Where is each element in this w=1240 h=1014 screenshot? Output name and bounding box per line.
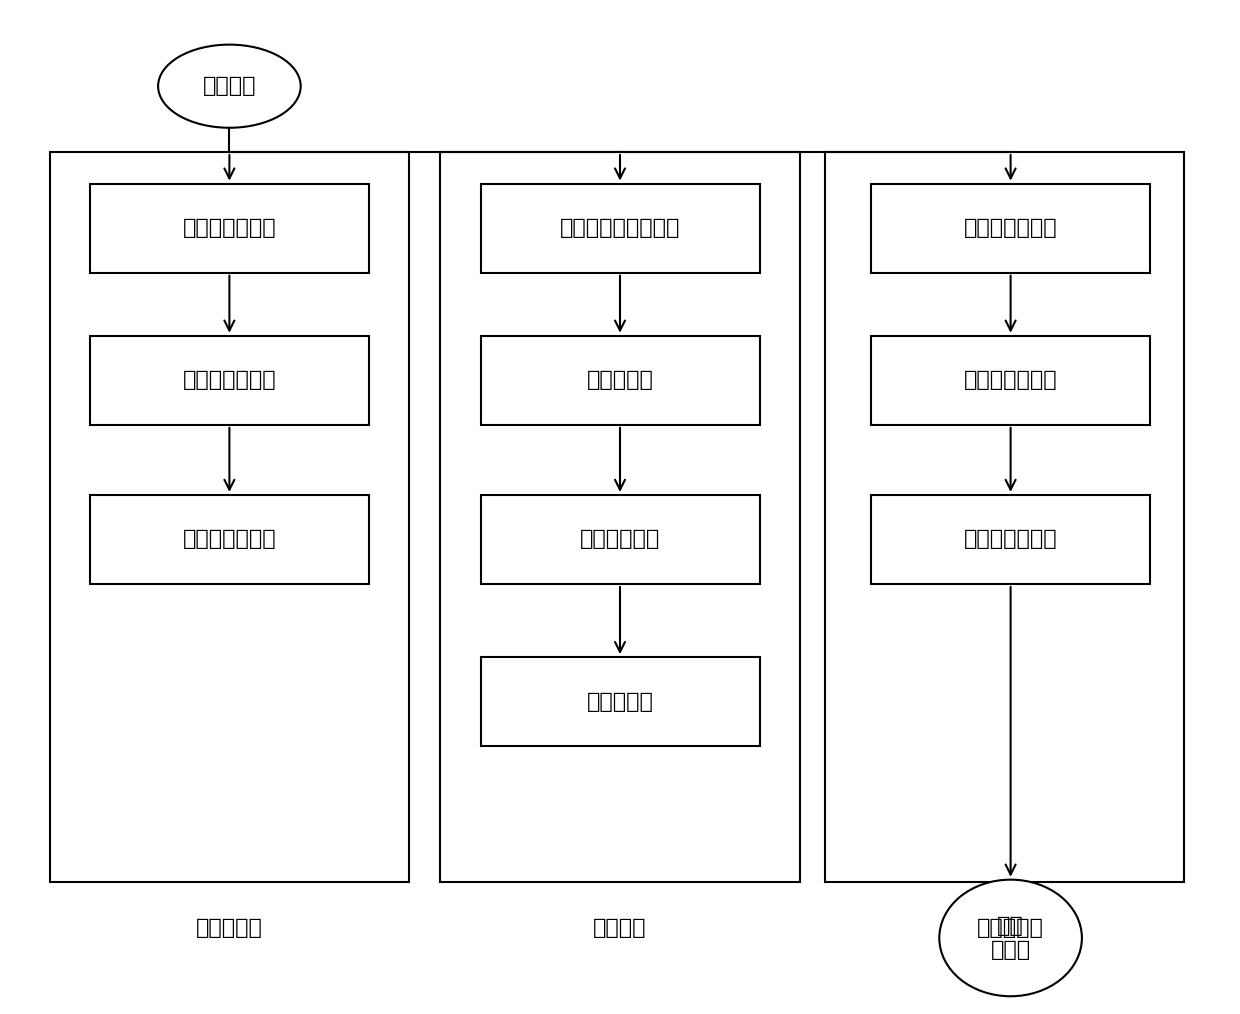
FancyBboxPatch shape (870, 495, 1149, 584)
FancyBboxPatch shape (50, 152, 409, 882)
Text: 计算文本情感值: 计算文本情感值 (963, 529, 1058, 550)
Text: 情感值计算: 情感值计算 (977, 918, 1044, 938)
FancyBboxPatch shape (481, 495, 759, 584)
Ellipse shape (159, 45, 301, 128)
Text: 句子分割为短句: 句子分割为短句 (182, 370, 277, 390)
Text: 计算句子情感值: 计算句子情感值 (963, 370, 1058, 390)
FancyBboxPatch shape (870, 336, 1149, 425)
FancyBboxPatch shape (481, 657, 759, 746)
FancyBboxPatch shape (89, 495, 370, 584)
FancyBboxPatch shape (481, 184, 759, 273)
Text: 情感词定位: 情感词定位 (587, 370, 653, 390)
FancyBboxPatch shape (89, 336, 370, 425)
Text: 分词定位: 分词定位 (593, 918, 647, 938)
FancyBboxPatch shape (440, 152, 800, 882)
Text: 文本预处理: 文本预处理 (196, 918, 263, 938)
FancyBboxPatch shape (870, 184, 1149, 273)
Text: 评论文本: 评论文本 (202, 76, 257, 96)
Text: 否定词定位: 否定词定位 (587, 692, 653, 712)
FancyBboxPatch shape (89, 184, 370, 273)
Text: 载入词典、逐词判断: 载入词典、逐词判断 (559, 218, 681, 238)
Ellipse shape (940, 880, 1081, 996)
Text: 计算短句情感值: 计算短句情感值 (963, 218, 1058, 238)
Text: 分词，词性标注: 分词，词性标注 (182, 529, 277, 550)
Text: 文本分割为句子: 文本分割为句子 (182, 218, 277, 238)
FancyBboxPatch shape (825, 152, 1184, 882)
Text: 程度副词定位: 程度副词定位 (580, 529, 660, 550)
Text: 文本
情感值: 文本 情感值 (991, 917, 1030, 959)
FancyBboxPatch shape (481, 336, 759, 425)
